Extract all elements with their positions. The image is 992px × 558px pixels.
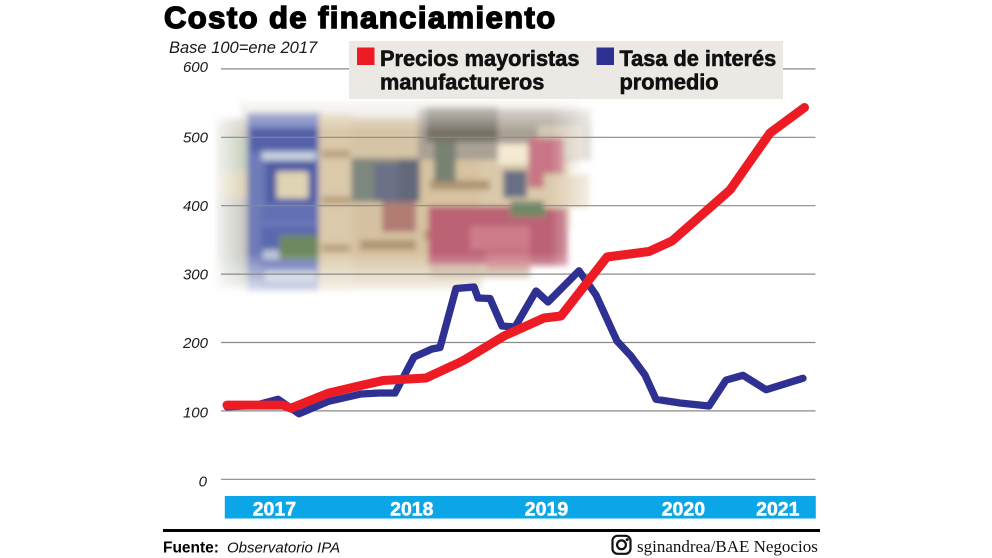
svg-text:2017: 2017 <box>253 498 296 520</box>
svg-text:2019: 2019 <box>525 498 569 520</box>
svg-text:100: 100 <box>183 405 209 422</box>
svg-text:2020: 2020 <box>662 498 706 520</box>
svg-text:Observatorio IPA: Observatorio IPA <box>227 540 340 557</box>
svg-text:Tasa de interés: Tasa de interés <box>620 46 777 71</box>
svg-text:600: 600 <box>183 59 209 76</box>
svg-text:Fuente:: Fuente: <box>163 540 219 557</box>
svg-text:500: 500 <box>183 130 209 147</box>
svg-text:300: 300 <box>183 266 209 283</box>
svg-text:400: 400 <box>183 198 209 215</box>
svg-text:Precios mayoristas: Precios mayoristas <box>380 46 580 71</box>
svg-text:Costo de financiamiento: Costo de financiamiento <box>164 0 557 35</box>
svg-text:200: 200 <box>182 335 209 352</box>
svg-text:manufactureros: manufactureros <box>380 70 544 95</box>
svg-text:0: 0 <box>199 474 208 491</box>
svg-text:2018: 2018 <box>390 498 434 520</box>
svg-text:2021: 2021 <box>756 498 800 520</box>
svg-text:sginandrea/BAE Negocios: sginandrea/BAE Negocios <box>637 537 818 556</box>
svg-text:promedio: promedio <box>620 70 719 95</box>
svg-text:Base 100=ene 2017: Base 100=ene 2017 <box>169 39 318 57</box>
